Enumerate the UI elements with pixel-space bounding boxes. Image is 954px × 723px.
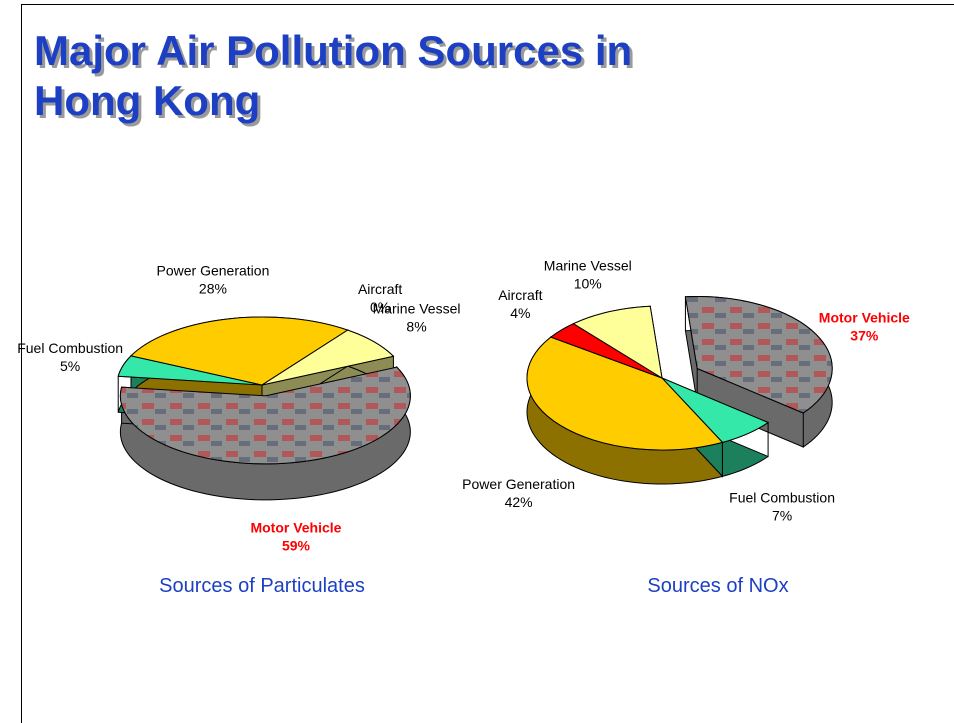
pie [118,317,410,500]
slice-value-label: 8% [406,318,426,334]
slice-category: Aircraft [358,281,402,297]
slice-value-label: 37% [850,327,879,343]
slice-category: Motor Vehicle [250,520,341,536]
slice-category: Power Generation [157,262,270,278]
charts: Motor Vehicle 59% Fuel Combustion 5% Power G… [0,0,954,723]
slice-label: Marine Vessel 10% [544,257,632,291]
slice-label: Motor Vehicle 37% [819,309,910,343]
slice-value-label: 42% [505,494,533,510]
slice-category: Fuel Combustion [17,340,123,356]
slice-value-label: 5% [60,358,80,374]
slice-category: Aircraft [498,287,542,303]
slice-value-label: 28% [199,280,227,296]
pie [527,296,832,484]
slice-label: Power Generation 42% [462,476,575,510]
slice-value-label: 59% [282,538,311,554]
slice-value-label: 7% [772,508,792,524]
slice-label: Fuel Combustion 5% [17,340,123,374]
slice-category: Motor Vehicle [819,309,910,325]
chart-title: Sources of Particulates [159,575,365,597]
slice-value-label: 4% [510,305,530,321]
slice-label: Power Generation 28% [157,262,270,296]
slice-category: Marine Vessel [544,257,632,273]
chart-title: Sources of NOx [647,575,788,597]
slice-label: Aircraft 4% [498,287,542,321]
slice-category: Power Generation [462,476,575,492]
slice-value-label: 10% [574,275,602,291]
slice-label: Marine Vessel 8% [373,300,461,334]
slice-category: Marine Vessel [373,300,461,316]
slice-category: Fuel Combustion [729,490,835,506]
slice-label: Motor Vehicle 59% [250,520,341,554]
slice-label: Fuel Combustion 7% [729,490,835,524]
